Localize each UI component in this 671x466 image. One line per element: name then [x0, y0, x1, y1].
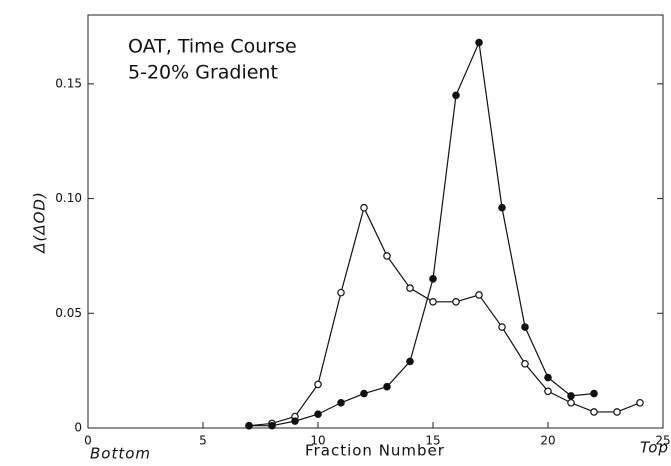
x-axis-label: Fraction Number: [305, 442, 445, 460]
data-point: [452, 298, 460, 306]
data-point: [360, 203, 368, 212]
x-tick-label: 10: [310, 434, 325, 448]
data-point: [337, 398, 345, 407]
y-tick-label: 0.10: [55, 191, 82, 205]
data-point: [498, 323, 506, 331]
x-right-label: Top: [640, 439, 669, 457]
data-point: [521, 323, 529, 331]
y-tick-label: 0: [74, 421, 82, 435]
data-point: [521, 359, 529, 368]
y-tick-label: 0.15: [55, 76, 82, 90]
y-tick-label: 0.05: [55, 306, 82, 320]
data-point: [498, 203, 506, 212]
data-point: [406, 357, 414, 366]
data-point: [544, 387, 552, 396]
data-point: [383, 252, 391, 260]
data-point: [590, 408, 598, 416]
x-left-label: Bottom: [90, 445, 151, 463]
data-point: [314, 380, 322, 389]
x-tick-label: 20: [540, 434, 555, 448]
data-point: [337, 288, 345, 297]
data-point: [475, 38, 483, 47]
data-point: [567, 398, 575, 407]
series-line: [249, 40, 595, 427]
x-tick-label: 5: [199, 434, 207, 448]
data-point: [245, 421, 253, 430]
data-point: [429, 275, 437, 283]
chart-subtitle: 5-20% Gradient: [128, 62, 278, 84]
x-tick-label: 0: [84, 434, 92, 448]
data-point: [475, 291, 483, 299]
series-line: [248, 206, 641, 427]
data-point: [291, 417, 299, 425]
x-tick-label: 25: [655, 434, 670, 448]
data-point: [268, 421, 276, 430]
data-point: [544, 373, 552, 382]
x-tick-label: 15: [425, 434, 440, 448]
data-point: [452, 91, 460, 100]
y-axis-label: Δ(ΔOD): [31, 191, 49, 254]
data-point: [567, 392, 575, 400]
data-point: [636, 398, 644, 407]
data-point: [613, 408, 621, 416]
data-point: [406, 284, 414, 292]
data-point: [314, 410, 322, 419]
chart-title: OAT, Time Course: [128, 36, 297, 58]
data-point: [383, 382, 391, 391]
data-point: [360, 389, 368, 398]
data-point: [590, 389, 598, 398]
plot-frame: [87, 14, 664, 429]
data-point: [429, 298, 437, 306]
